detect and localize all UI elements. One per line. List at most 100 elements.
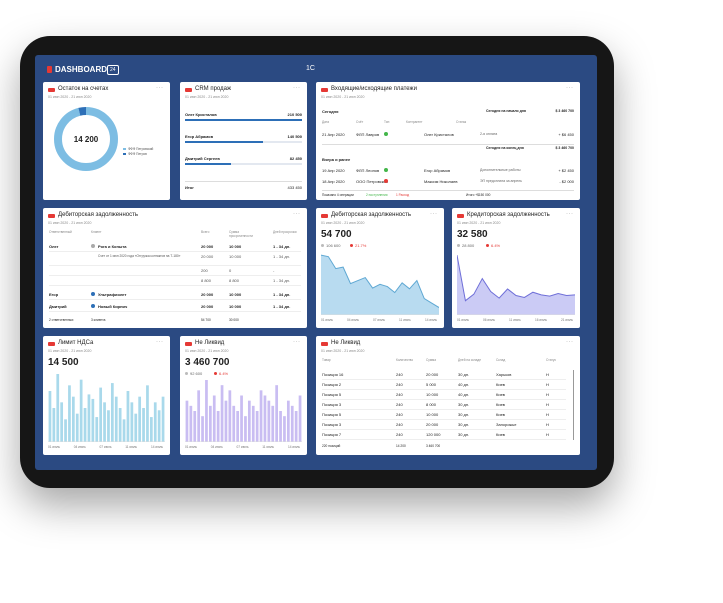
change-icon <box>486 244 489 247</box>
widget-card: Остаток на счетах ··· 01 июн 2020 - 21 июн… <box>43 82 170 200</box>
x-tick-label: 11 июль <box>125 445 138 449</box>
start-value: $ 3 460 700 <box>555 109 575 113</box>
cell: Киев <box>496 392 505 397</box>
widget-card: Дебиторская задолженность ··· 01 июн 2020 … <box>43 208 307 328</box>
cell: Новый Кирпич <box>98 304 128 309</box>
widget-title: Входящие/исходящие платежи <box>331 86 417 92</box>
chart-area <box>321 254 439 315</box>
widget-logo <box>321 88 328 92</box>
tablet-frame: DASHBOARD 24 1С Остаток на счетах ··· 01 июн … <box>20 36 614 488</box>
bar <box>185 400 189 442</box>
bar <box>83 408 87 442</box>
section-label: Сегодня <box>322 109 339 114</box>
x-tick-label: 11 июль <box>509 318 521 322</box>
footer-text: 2 ответственных <box>49 318 74 322</box>
row-divider <box>322 439 566 440</box>
column-header: Статус <box>546 358 557 362</box>
cell: Н <box>546 392 549 397</box>
cell: Ультрафиолет <box>98 292 127 297</box>
footer-text: 1 Расход <box>396 193 410 197</box>
widget-logo <box>48 88 55 92</box>
crm-total-label: Итог <box>185 185 194 190</box>
bar <box>220 385 224 442</box>
dashboard-screen: DASHBOARD 24 1С Остаток на счетах ··· 01 июн … <box>35 55 597 470</box>
cell: 10 000 <box>229 254 242 259</box>
cell: Запорожье <box>496 422 517 427</box>
widget-period: 01 июн 2020 - 21 июн 2020 <box>321 221 365 225</box>
cell: 10 000 <box>229 244 242 249</box>
widget-title: Не Ликвид <box>331 340 361 346</box>
column-header: Контрагент <box>406 120 423 124</box>
cell: 10 000 <box>229 292 242 297</box>
bar <box>68 385 71 442</box>
bar <box>255 411 259 442</box>
row-divider <box>322 379 566 380</box>
crm-value: 140 500 <box>287 134 302 139</box>
widget-title: Дебиторская задолженность <box>58 212 138 218</box>
cell: 10 000 <box>426 392 439 397</box>
widget-card: Не Ликвид ··· 01 июн 2020 - 21 июн 2020 3 4… <box>180 336 307 455</box>
cell: 20 000 <box>201 304 214 309</box>
bar <box>48 391 52 442</box>
prev-value: 106 600 <box>326 243 341 248</box>
change-value: 6.4% <box>491 243 501 248</box>
widget-menu: ··· <box>156 85 164 91</box>
cell: 20 000 <box>426 372 439 377</box>
widget-period: 01 июн 2020 - 21 июн 2020 <box>48 95 92 99</box>
bar <box>52 408 56 442</box>
change-icon <box>214 372 217 375</box>
x-tick-label: 04 июль <box>73 445 86 449</box>
bar <box>279 411 282 442</box>
widget-title: Лимит НДСа <box>58 340 94 346</box>
footer-text: 3 клиента <box>91 318 106 322</box>
crm-value: 82 450 <box>289 156 302 161</box>
prev-icon <box>185 372 188 375</box>
cell: 240 <box>396 372 403 377</box>
x-tick-label: 04 июль <box>210 445 223 449</box>
chart-area <box>48 374 165 442</box>
widget-title: CRM продаж <box>195 86 231 92</box>
bar <box>294 411 298 442</box>
widget-total: 54 700 <box>321 229 352 240</box>
cell: Харьков <box>496 372 512 377</box>
balance-total: 14 200 <box>73 135 99 144</box>
cell: 10 000 <box>426 412 439 417</box>
widget-card: Лимит НДСа ··· 01 июн 2020 - 21 июн 2020 14… <box>43 336 170 455</box>
widget-menu: ··· <box>293 211 301 217</box>
bar <box>244 416 247 442</box>
x-tick-label: 07 июль <box>99 445 112 449</box>
change-icon <box>350 244 353 247</box>
x-tick-label: 01 июль <box>185 445 198 449</box>
cell: Н <box>546 432 549 437</box>
row-divider <box>322 409 566 410</box>
type-icon <box>384 168 388 172</box>
widget-logo <box>185 342 192 346</box>
crm-bar <box>185 119 302 121</box>
bar <box>232 405 236 442</box>
row-divider <box>322 419 566 420</box>
cell: Максим Николаев <box>424 179 458 184</box>
widget-total: 32 580 <box>457 229 488 240</box>
cell: Позиция 5 <box>322 392 342 397</box>
column-header: Сумма просроченности <box>229 230 253 238</box>
column-header: Статья <box>456 120 467 124</box>
x-tick-label: 01 июль <box>321 318 334 322</box>
widget-menu: ··· <box>566 211 574 217</box>
chart-area <box>185 380 302 442</box>
cell: Дмитрий <box>49 304 67 309</box>
cell: 21 Апр 2020 <box>322 132 345 137</box>
widget-period: 01 июн 2020 - 21 июн 2020 <box>185 349 229 353</box>
widget-logo <box>48 342 55 346</box>
cell: Олег Кристалов <box>424 132 454 137</box>
bar <box>267 400 271 442</box>
x-tick-label: 11 июль <box>262 445 275 449</box>
footer-text: Итого +$150 000 <box>466 193 491 197</box>
footer-text: 54 700 <box>201 318 211 322</box>
cell: 240 <box>396 402 403 407</box>
widget-title: Дебиторская задолженность <box>331 212 411 218</box>
widget-period: 01 июн 2020 - 21 июн 2020 <box>48 349 92 353</box>
widget-period: 01 июн 2020 - 21 июн 2020 <box>185 95 229 99</box>
amount: + $6 450 <box>558 132 574 137</box>
change-value: 21.7% <box>355 243 367 248</box>
cell: Позиция 5 <box>322 412 342 417</box>
